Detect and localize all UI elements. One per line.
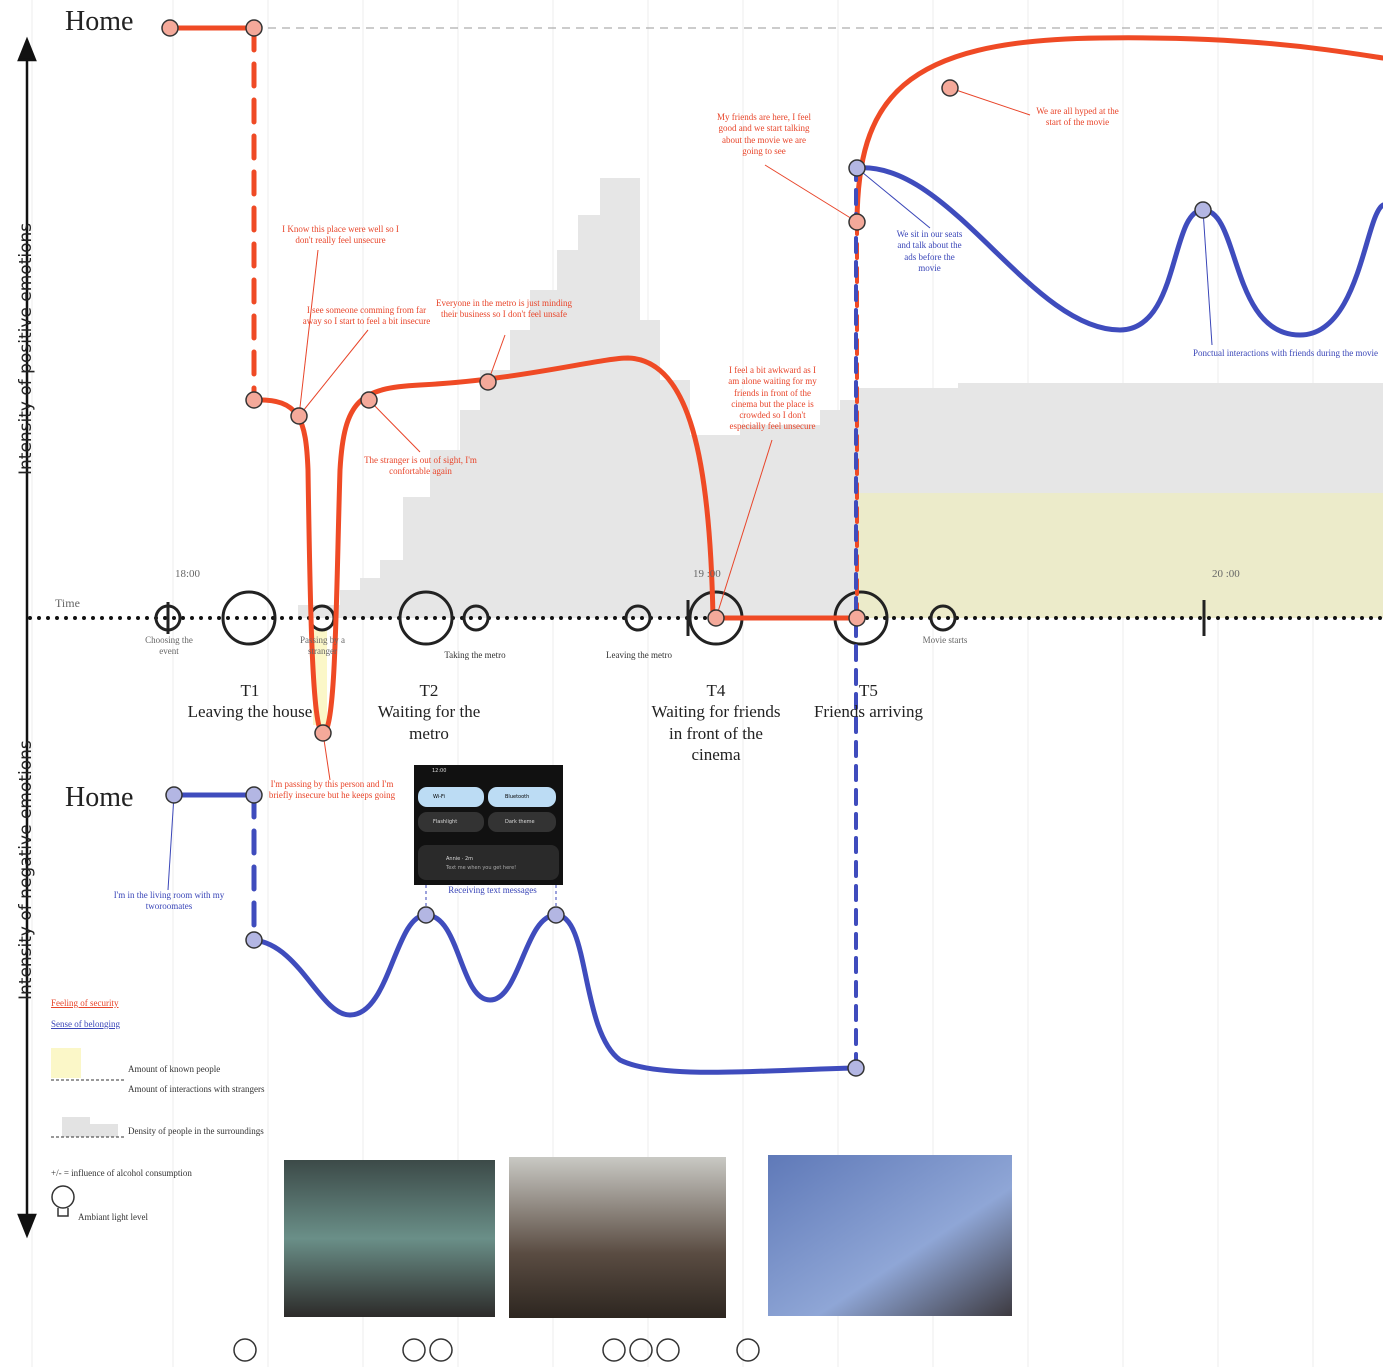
stage: T2 Waiting for the metro [365, 680, 493, 744]
stage-label: Friends arriving [813, 702, 924, 722]
stage-label: Leaving the house [187, 702, 313, 722]
phone-clock: 12:00 [432, 768, 447, 774]
stage: T5 Friends arriving [806, 680, 931, 723]
time-tick: 20 :00 [1212, 568, 1240, 580]
stage: T1 Leaving the house [175, 680, 325, 723]
legend-swatches [51, 1048, 125, 1138]
security-note: The stranger is out of sight, I'm confor… [364, 455, 477, 477]
phone-message: Text me when you get here! [446, 865, 517, 871]
emotion-axis [17, 36, 37, 1239]
legend-entry: Density of people in the surroundings [128, 1126, 264, 1136]
security-note: We are all hyped at the start of the mov… [1036, 106, 1119, 128]
note-leaders [167, 87, 1213, 915]
event-label: Taking the metro [444, 650, 506, 660]
known-people-area [858, 493, 1383, 618]
security-note: I'm passing by this person and I'm brief… [268, 779, 396, 801]
event-label: Choosing the event [145, 635, 193, 657]
event-label: Leaving the metro [606, 650, 672, 660]
security-note: Everyone in the metro is just minding th… [436, 298, 572, 320]
event-label: Movie starts [922, 635, 968, 645]
home-label: Home [65, 782, 134, 813]
light-bulbs [51, 1185, 760, 1362]
phone-tiles [418, 787, 559, 880]
security-note: I Know this place were well so I don't r… [282, 224, 399, 246]
grid [31, 0, 1314, 1367]
stage-id: T1 [240, 681, 260, 700]
belonging-note: I'm in the living room with my tworoomat… [113, 890, 225, 912]
phone-tile: Flashlight [433, 819, 458, 825]
security-note: My friends are here, I feel good and we … [717, 112, 811, 156]
curve-points [161, 19, 1212, 1077]
photo-metro-station [284, 1160, 495, 1317]
legend-entry: Amount of known people [128, 1064, 221, 1074]
axis-label: Intensity of negative emotions [16, 740, 36, 1000]
legend-entry: Amount of interactions with strangers [128, 1084, 265, 1094]
event-label: Passing by a stranger [300, 635, 345, 657]
time-tick: 18:00 [175, 568, 201, 580]
photo-metro-crowd [509, 1157, 726, 1318]
belonging-note: We sit in our seats and talk about the a… [896, 229, 963, 273]
home-label: Home [65, 6, 134, 37]
event-circles [154, 590, 1206, 646]
stage-label: Waiting for the metro [377, 702, 481, 743]
time-label: Time [55, 596, 80, 610]
belonging-note: Receiving text messages [448, 885, 537, 895]
photo-cinema [768, 1155, 1012, 1316]
stage-id: T5 [859, 681, 878, 700]
time-tick: 19 :00 [693, 568, 721, 580]
phone-tile: Wi-Fi [433, 794, 445, 800]
stage-id: T4 [706, 681, 726, 700]
belonging-note: Ponctual interactions with friends durin… [1193, 348, 1378, 358]
legend-entry: Ambiant light level [78, 1212, 148, 1222]
axis-label: Intensity of positive emotions [16, 222, 36, 475]
security-note: I see someone comming from far away so I… [302, 305, 431, 327]
phone-tile: Dark theme [505, 819, 535, 825]
legend-entry: +/- = influence of alcohol consumption [51, 1168, 192, 1178]
phone-sender: Annie · 2m [446, 856, 474, 862]
legend-entry: Sense of belonging [51, 1019, 120, 1029]
legend-entry: Feeling of security [51, 998, 119, 1008]
stage-id: T2 [419, 681, 439, 700]
stage: T4 Waiting for friends in front of the ci… [645, 680, 787, 765]
phone-tile: Bluetooth [505, 794, 530, 800]
security-note: I feel a bit awkward as I am alone waiti… [728, 365, 817, 432]
stage-label: Waiting for friends in front of the cine… [651, 702, 781, 764]
